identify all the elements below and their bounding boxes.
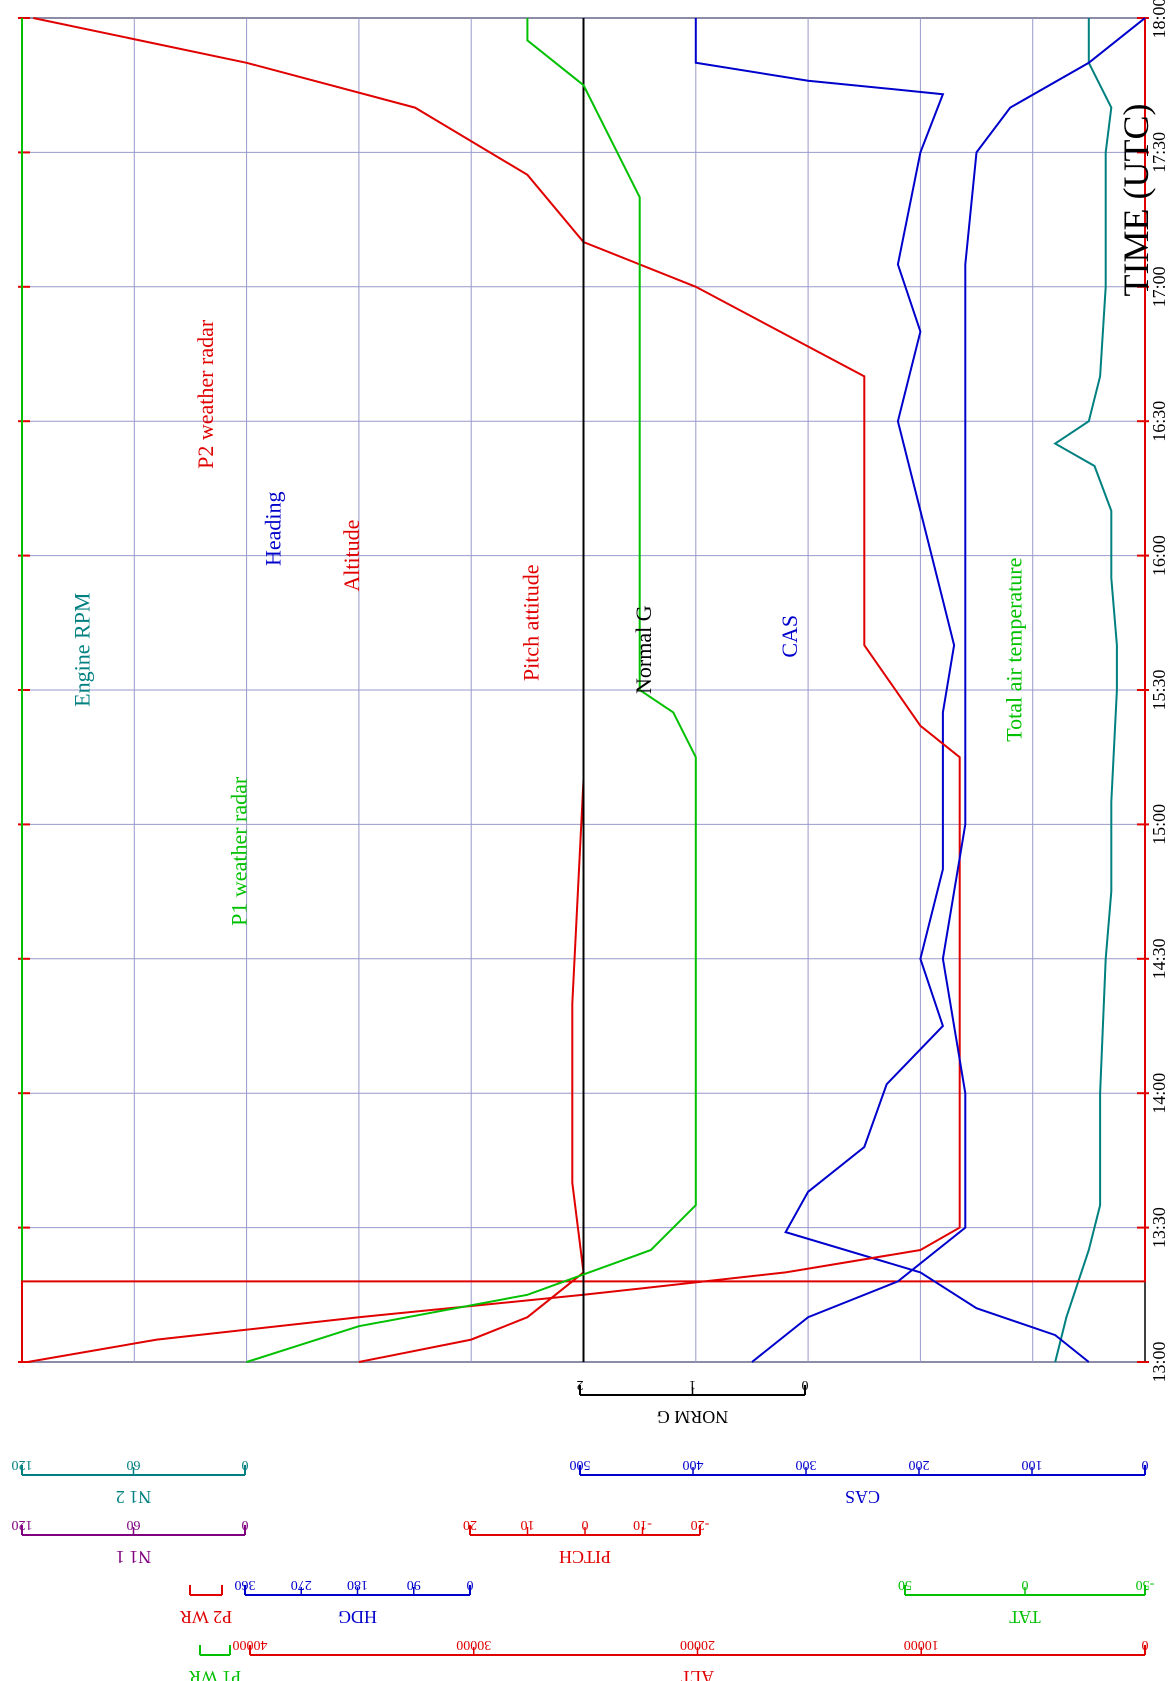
scale-tick-label: -10 xyxy=(633,1517,652,1532)
series-label: Engine RPM xyxy=(69,593,94,707)
scale-tick-label: 10000 xyxy=(904,1637,939,1652)
scale-tick-label: 400 xyxy=(683,1457,704,1472)
scale-tick-label: 0 xyxy=(582,1517,589,1532)
scale-tick-label: 30000 xyxy=(456,1637,491,1652)
scale-tick-label: 360 xyxy=(235,1577,256,1592)
series-label: Total air temperature xyxy=(1001,558,1026,742)
time-tick-label: 16:30 xyxy=(1149,401,1169,442)
scale-tick-label: -50 xyxy=(1136,1577,1155,1592)
scale-tick-label: 0 xyxy=(1022,1577,1029,1592)
scale-tick-label: 270 xyxy=(291,1577,312,1592)
scale-tick-label: 50 xyxy=(898,1577,912,1592)
scale-tick-label: 100 xyxy=(1022,1457,1043,1472)
series-label: P2 weather radar xyxy=(193,319,218,469)
scale-title: NORM G xyxy=(657,1407,729,1427)
scale-tick-label: 0 xyxy=(802,1377,809,1392)
scale-tick-label: 0 xyxy=(242,1517,249,1532)
series-label: Pitch attitude xyxy=(519,564,544,681)
scale-tick-label: 1 xyxy=(689,1377,696,1392)
scale-tick-label: 0 xyxy=(1142,1457,1149,1472)
scale-tick-label: 60 xyxy=(127,1457,141,1472)
series-line xyxy=(751,17,1146,1363)
series-label: CAS xyxy=(777,615,802,658)
time-axis-title: TIME (UTC) xyxy=(1116,104,1156,297)
scale-title: P1 WR xyxy=(189,1667,241,1681)
scale-tick-label: 90 xyxy=(407,1577,421,1592)
scale-tick-label: 200 xyxy=(909,1457,930,1472)
time-tick-label: 15:00 xyxy=(1149,804,1169,845)
scale-title: N1 1 xyxy=(116,1547,152,1567)
time-tick-label: 14:30 xyxy=(1149,938,1169,979)
scale-title: HDG xyxy=(338,1607,377,1627)
scale-tick-label: 20 xyxy=(463,1517,477,1532)
scale-tick-label: 2 xyxy=(577,1377,584,1392)
scale-title: N1 2 xyxy=(116,1487,152,1507)
time-tick-label: 13:00 xyxy=(1149,1341,1169,1382)
scale-title: P2 WR xyxy=(180,1607,232,1627)
time-tick-label: 15:30 xyxy=(1149,669,1169,710)
time-tick-label: 18:00 xyxy=(1149,0,1169,39)
time-tick-label: 16:00 xyxy=(1149,535,1169,576)
scale-tick-label: -20 xyxy=(691,1517,710,1532)
scale-tick-label: 180 xyxy=(347,1577,368,1592)
scale-tick-label: 120 xyxy=(12,1457,33,1472)
scale-tick-label: 0 xyxy=(1142,1637,1149,1652)
scale-title: PITCH xyxy=(559,1547,611,1567)
scale-tick-label: 60 xyxy=(127,1517,141,1532)
scale-tick-label: 10 xyxy=(521,1517,535,1532)
series-label: Altitude xyxy=(339,520,364,592)
scale-tick-label: 0 xyxy=(467,1577,474,1592)
scale-tick-label: 20000 xyxy=(680,1637,715,1652)
series-label: Heading xyxy=(260,491,285,566)
scale-tick-label: 500 xyxy=(570,1457,591,1472)
series-line xyxy=(1053,18,1118,1363)
series-line xyxy=(694,18,1090,1363)
time-tick-label: 13:30 xyxy=(1149,1207,1169,1248)
scale-title: CAS xyxy=(845,1487,880,1507)
scale-tick-label: 120 xyxy=(12,1517,33,1532)
series-label: P1 weather radar xyxy=(227,776,252,926)
time-tick-label: 17:00 xyxy=(1149,266,1169,307)
time-tick-label: 17:30 xyxy=(1149,132,1169,173)
scale-title: TAT xyxy=(1009,1607,1041,1627)
time-tick-label: 14:00 xyxy=(1149,1073,1169,1114)
series-label: Normal G xyxy=(631,605,656,694)
scale-tick-label: 300 xyxy=(796,1457,817,1472)
scale-tick-label: 0 xyxy=(242,1457,249,1472)
series-line xyxy=(246,18,697,1363)
scale-title: ALT xyxy=(681,1667,714,1681)
scale-tick-label: 40000 xyxy=(233,1637,268,1652)
